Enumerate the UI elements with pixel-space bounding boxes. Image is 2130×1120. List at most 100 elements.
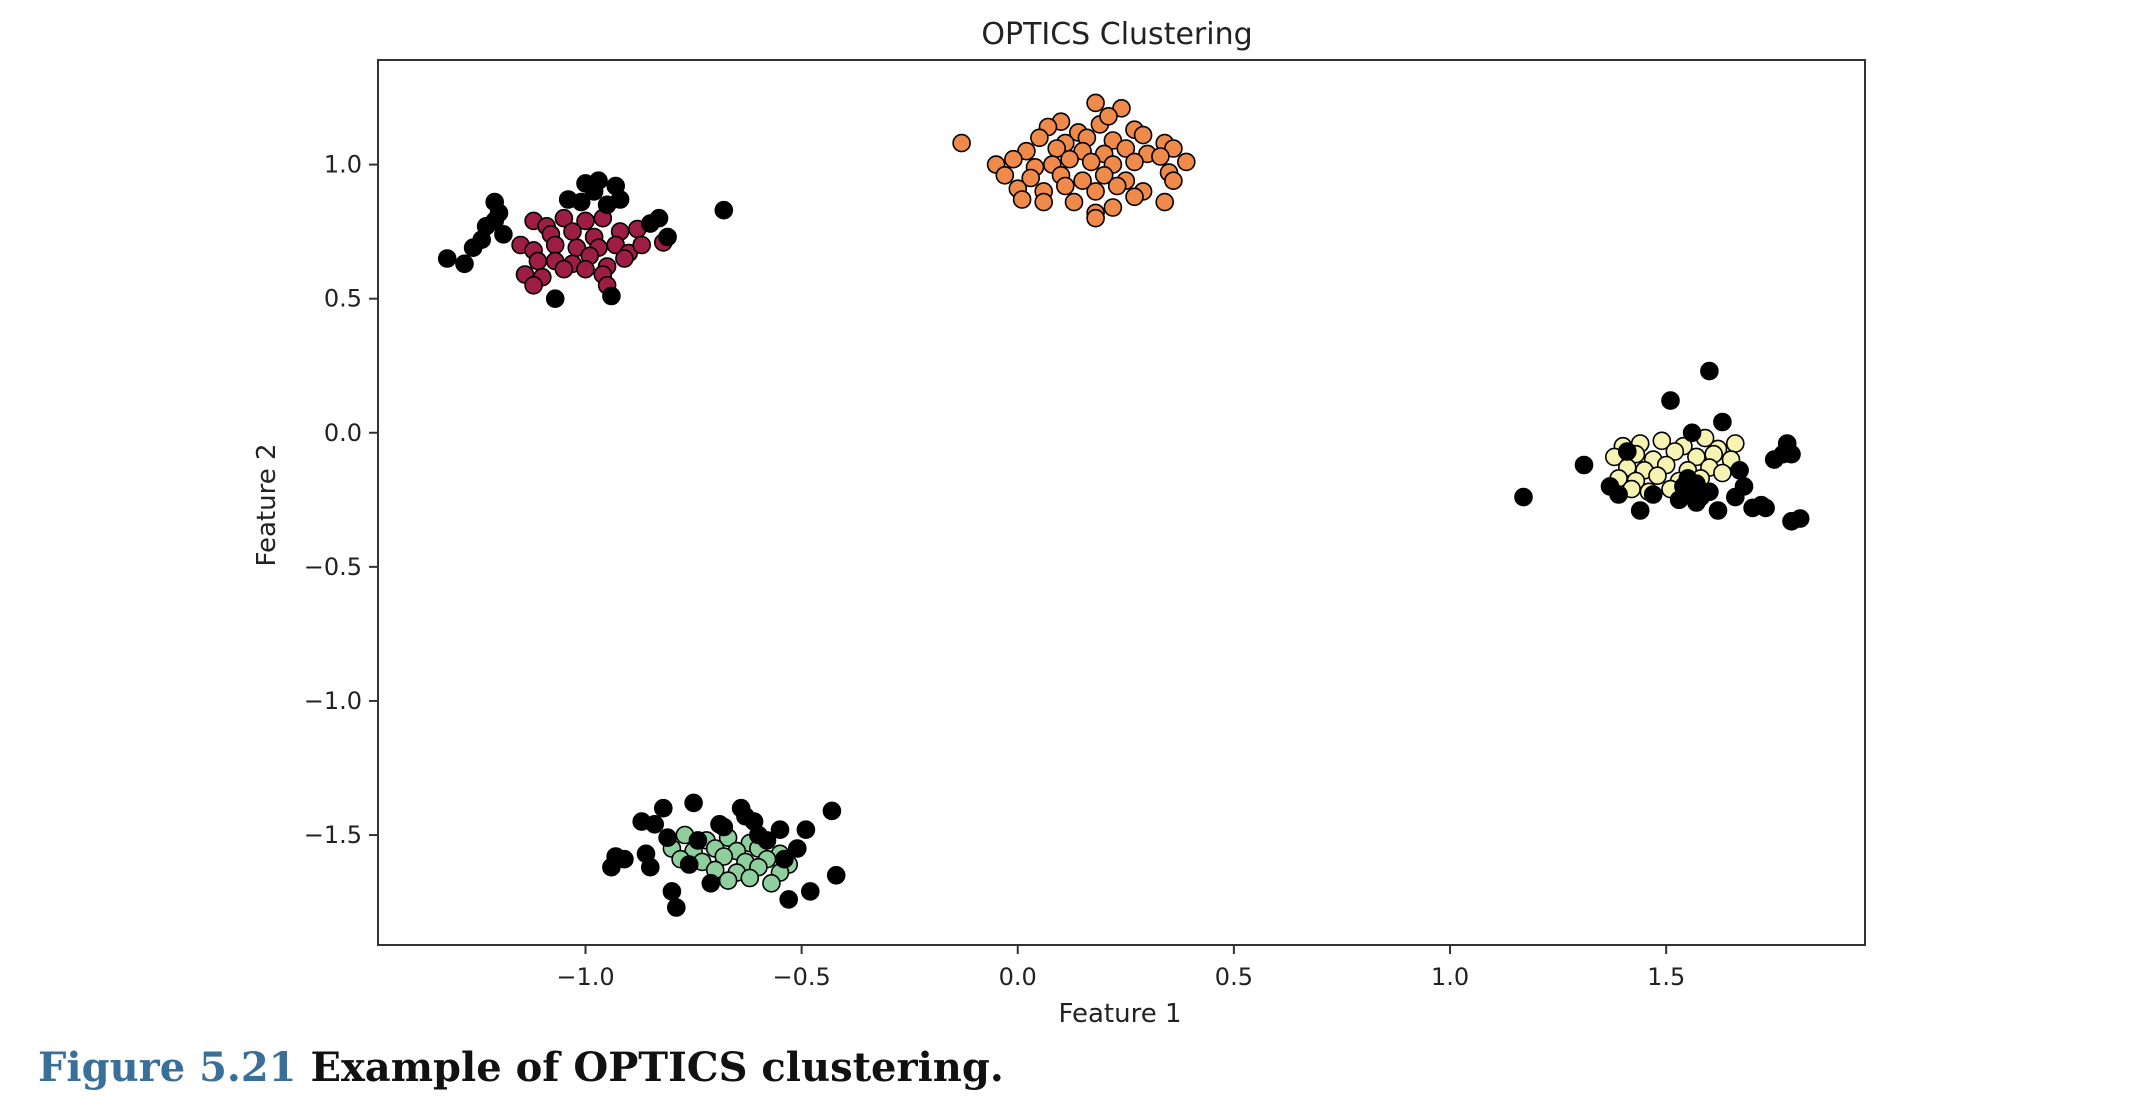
data-point	[1618, 442, 1637, 461]
data-point	[658, 227, 677, 247]
data-point	[571, 192, 591, 212]
data-point	[1086, 93, 1105, 113]
data-point	[1700, 482, 1719, 502]
data-point	[1609, 485, 1628, 504]
data-point	[662, 882, 682, 901]
data-point	[1034, 192, 1053, 212]
figure-caption: Figure 5.21 Example of OPTICS clustering…	[38, 1044, 1004, 1091]
data-point	[1665, 442, 1685, 461]
data-point	[1012, 190, 1032, 209]
data-point	[1060, 149, 1079, 169]
y-tick-label: −1.0	[304, 687, 362, 715]
data-point	[1782, 444, 1801, 464]
x-tick-label: −0.5	[772, 963, 830, 991]
data-point	[779, 890, 799, 909]
data-point	[1094, 166, 1114, 185]
data-point	[688, 831, 708, 850]
y-tick-label: 0.0	[324, 419, 362, 447]
data-point	[1730, 460, 1749, 480]
data-point	[1030, 128, 1049, 148]
data-point	[615, 249, 634, 268]
data-point	[787, 839, 807, 858]
data-point	[489, 203, 509, 223]
data-point	[554, 259, 574, 279]
data-point	[1790, 509, 1810, 528]
series-4	[437, 171, 1810, 917]
data-point	[1726, 434, 1745, 453]
data-point	[1064, 192, 1084, 212]
data-point	[1021, 168, 1040, 188]
y-tick-label: −1.5	[304, 821, 362, 849]
data-point	[658, 828, 677, 848]
data-point	[1099, 107, 1118, 126]
data-point	[1682, 423, 1702, 443]
data-point	[1661, 391, 1680, 410]
data-point	[528, 251, 548, 271]
data-point	[762, 873, 781, 893]
x-tick-label: 0.0	[999, 963, 1037, 991]
data-point	[1056, 176, 1075, 196]
data-point	[757, 831, 777, 850]
data-point	[554, 208, 574, 228]
y-axis-label: Feature 2	[252, 443, 282, 566]
x-tick-label: 0.5	[1215, 963, 1253, 991]
data-point	[455, 254, 474, 274]
data-point	[1151, 147, 1170, 166]
data-point	[774, 849, 794, 869]
data-point	[602, 286, 621, 306]
data-point	[1514, 487, 1533, 507]
data-point	[1734, 477, 1754, 496]
data-point	[718, 871, 738, 890]
data-point	[1708, 501, 1728, 520]
data-point	[589, 171, 608, 190]
data-point	[640, 857, 660, 877]
data-point	[952, 133, 971, 153]
data-point	[714, 200, 734, 220]
data-point	[653, 798, 673, 818]
data-point	[1004, 149, 1023, 169]
data-point	[1713, 412, 1732, 432]
data-point	[1700, 361, 1719, 381]
data-point	[1133, 125, 1153, 145]
x-axis-label: Feature 1	[1058, 999, 1181, 1029]
x-tick-label: 1.5	[1647, 963, 1685, 991]
data-point	[1107, 176, 1127, 196]
data-point	[563, 222, 582, 241]
data-point	[1086, 182, 1105, 201]
data-point	[822, 801, 842, 821]
data-point	[632, 235, 652, 255]
data-point	[545, 289, 565, 309]
data-point	[1177, 152, 1196, 172]
data-point	[1574, 455, 1594, 475]
data-point	[1155, 192, 1174, 212]
data-point	[1756, 498, 1775, 518]
data-point	[649, 208, 669, 228]
data-point	[610, 190, 630, 209]
data-point	[1164, 171, 1183, 190]
data-point	[995, 166, 1015, 185]
figure-number: Figure 5.21	[38, 1044, 297, 1091]
y-tick-label: 0.5	[324, 285, 362, 313]
optics-scatter-chart: OPTICS Clustering −1.0 −0.5 0.0 0.5 1.0 1.5 1.…	[252, 17, 1866, 1029]
data-point	[576, 259, 595, 279]
data-point	[679, 855, 699, 874]
data-point	[770, 820, 790, 840]
data-point	[826, 865, 846, 885]
x-tick-label: 1.0	[1431, 963, 1469, 991]
data-point	[524, 275, 543, 295]
data-point	[1652, 431, 1672, 451]
series-1	[952, 93, 1196, 228]
data-point	[714, 817, 734, 837]
data-point	[1648, 466, 1667, 486]
data-point	[1125, 187, 1144, 207]
data-point	[1081, 152, 1101, 172]
chart-title: OPTICS Clustering	[981, 17, 1252, 52]
data-point	[1643, 485, 1663, 504]
data-point	[1125, 152, 1144, 172]
data-point	[545, 235, 565, 255]
y-tick-label: −0.5	[304, 553, 362, 581]
x-tick-label: −1.0	[556, 963, 614, 991]
data-point	[1103, 198, 1123, 217]
figure-caption-text: Example of OPTICS clustering.	[310, 1044, 1004, 1091]
data-point	[437, 249, 457, 268]
